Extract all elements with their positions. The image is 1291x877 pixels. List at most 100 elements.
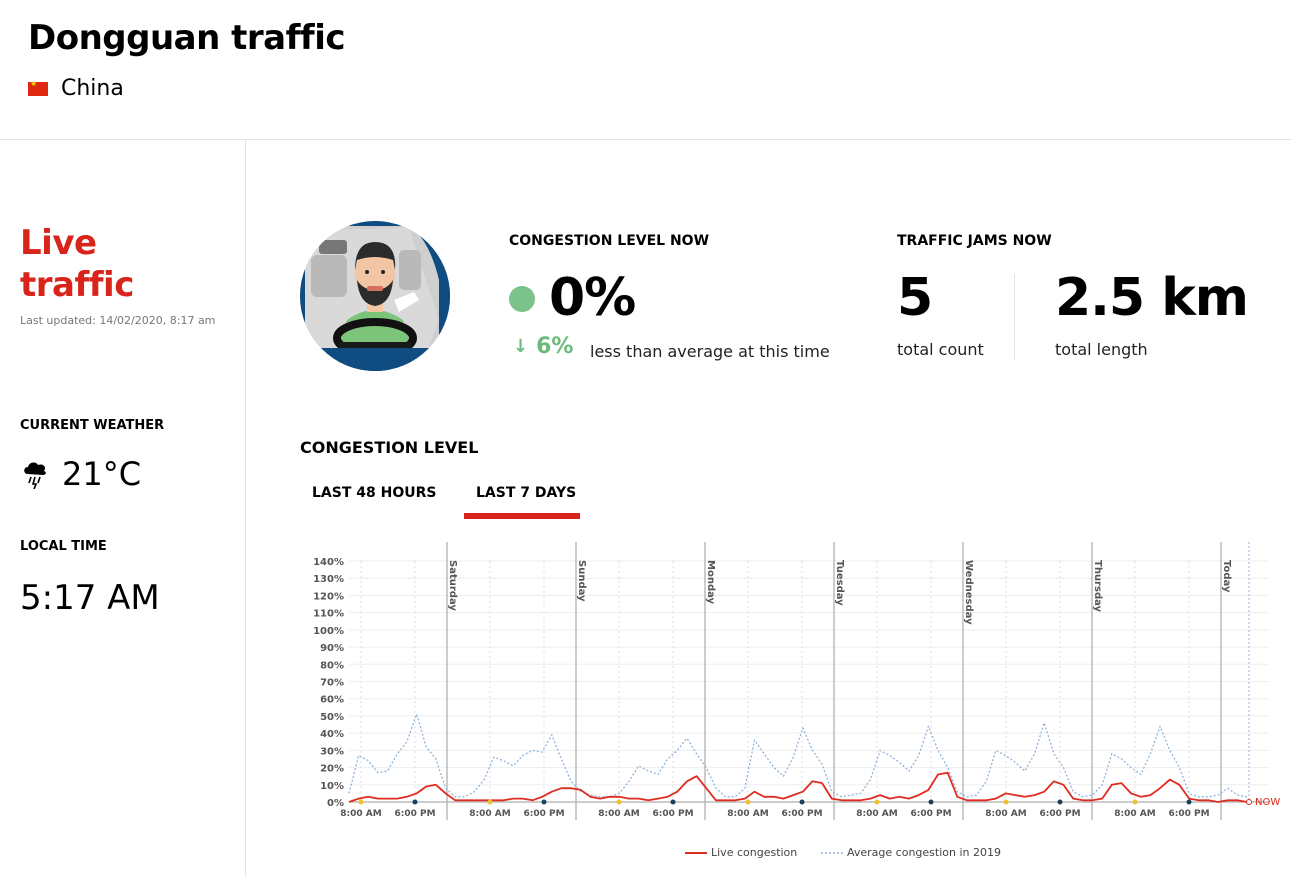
x-tick-label: 6:00 PM (652, 809, 693, 819)
congestion-section-title: CONGESTION LEVEL (300, 438, 479, 457)
thunderstorm-icon (24, 462, 46, 489)
y-tick-label: 0% (327, 798, 344, 809)
y-tick-label: 60% (320, 695, 344, 706)
china-flag-icon (28, 79, 48, 96)
peak-marker (541, 799, 547, 805)
y-tick-label: 10% (320, 781, 344, 792)
peak-marker (487, 799, 493, 805)
weather-widget: 21°C (22, 455, 141, 493)
legend-average: Average congestion in 2019 (821, 846, 1001, 859)
y-tick-label: 120% (313, 591, 344, 602)
day-label: Sunday (576, 560, 587, 602)
peak-marker (928, 799, 934, 805)
legend-average-swatch (821, 851, 843, 854)
jams-length: 2.5 km (1055, 268, 1249, 328)
x-tick-label: 6:00 PM (1039, 809, 1080, 819)
main-content: CONGESTION LEVEL NOW 0% ↓ 6% less than a… (247, 140, 1291, 877)
chart-day-dividers (446, 542, 1250, 820)
now-label: NOW (1255, 797, 1280, 808)
peak-marker (874, 799, 880, 805)
page-title: Dongguan traffic (28, 18, 346, 58)
chart-series (348, 713, 1252, 805)
metrics-divider (1014, 274, 1015, 360)
day-label: Monday (705, 560, 716, 605)
x-tick-label: 8:00 AM (1114, 809, 1155, 819)
y-tick-label: 80% (320, 660, 344, 671)
x-tick-label: 8:00 AM (856, 809, 897, 819)
arrow-down-icon: ↓ (513, 336, 529, 357)
chart-labels: 0% 10% 20% 30% 40% 50% 60% 70% 80% 90% 100% 110% 120… (313, 557, 1280, 819)
day-label: Today (1221, 560, 1232, 593)
x-tick-label: 6:00 PM (781, 809, 822, 819)
peak-marker (1003, 799, 1009, 805)
peak-marker (670, 799, 676, 805)
sidebar: Live traffic Last updated: 14/02/2020, 8… (0, 140, 246, 877)
x-tick-label: 8:00 AM (985, 809, 1026, 819)
congestion-delta: ↓ 6% (513, 334, 573, 359)
peak-marker (358, 799, 364, 805)
local-time: 5:17 AM (20, 578, 160, 618)
x-tick-label: 8:00 AM (727, 809, 768, 819)
y-tick-label: 110% (313, 609, 344, 620)
live-title-line2: traffic (20, 265, 134, 305)
day-label: Tuesday (834, 560, 845, 606)
y-tick-label: 100% (313, 626, 344, 637)
y-tick-label: 50% (320, 712, 344, 723)
day-label: Saturday (447, 560, 458, 611)
chart-grid (349, 560, 1269, 803)
country-label: China (28, 76, 124, 101)
jams-count-label: total count (897, 340, 984, 359)
active-tab-indicator (464, 513, 580, 519)
peak-marker (745, 799, 751, 805)
x-tick-label: 8:00 AM (598, 809, 639, 819)
legend-live-swatch (685, 851, 707, 854)
temperature: 21°C (62, 455, 142, 493)
peak-marker (616, 799, 622, 805)
y-tick-label: 90% (320, 643, 344, 654)
x-tick-label: 6:00 PM (1168, 809, 1209, 819)
day-label: Thursday (1092, 560, 1103, 613)
driver-illustration (300, 221, 450, 371)
day-label: Wednesday (963, 560, 974, 625)
y-tick-label: 70% (320, 678, 344, 689)
page-header: Dongguan traffic China (0, 0, 1291, 140)
congestion-delta-value: 6% (536, 334, 574, 359)
congestion-chart: 0% 10% 20% 30% 40% 50% 60% 70% 80% 90% 100% 110% 120… (313, 542, 1280, 820)
y-tick-label: 30% (320, 746, 344, 757)
peak-marker (1057, 799, 1063, 805)
legend-live-label: Live congestion (711, 846, 798, 859)
peak-marker (1132, 799, 1138, 805)
y-tick-label: 140% (313, 557, 344, 568)
live-congestion-line (348, 771, 1248, 803)
legend-average-label: Average congestion in 2019 (847, 846, 1001, 859)
congestion-now-value: 0% (549, 268, 636, 328)
traffic-jams-label: TRAFFIC JAMS NOW (897, 233, 1052, 249)
jams-count: 5 (897, 268, 933, 328)
average-congestion-line (348, 713, 1248, 798)
x-tick-label: 8:00 AM (469, 809, 510, 819)
y-tick-label: 40% (320, 729, 344, 740)
peak-marker (799, 799, 805, 805)
x-tick-label: 6:00 PM (523, 809, 564, 819)
last-updated: Last updated: 14/02/2020, 8:17 am (20, 314, 216, 327)
y-tick-label: 130% (313, 574, 344, 585)
local-time-heading: LOCAL TIME (20, 539, 107, 554)
live-traffic-title: Live traffic (20, 222, 134, 306)
congestion-status-dot (509, 286, 535, 312)
congestion-now-label: CONGESTION LEVEL NOW (509, 233, 710, 249)
weather-heading: CURRENT WEATHER (20, 418, 165, 433)
x-tick-label: 6:00 PM (910, 809, 951, 819)
live-title-line1: Live (20, 223, 97, 263)
legend-live: Live congestion (685, 846, 797, 859)
x-tick-label: 8:00 AM (340, 809, 381, 819)
x-tick-label: 6:00 PM (394, 809, 435, 819)
tab-last-48-hours[interactable]: LAST 48 HOURS (312, 485, 437, 501)
peak-marker (412, 799, 418, 805)
tab-last-7-days[interactable]: LAST 7 DAYS (476, 485, 577, 501)
now-point (1246, 799, 1252, 805)
y-tick-label: 20% (320, 764, 344, 775)
peak-marker (1186, 799, 1192, 805)
congestion-delta-text: less than average at this time (590, 342, 830, 361)
chart-peak-markers (358, 799, 1192, 805)
jams-length-label: total length (1055, 340, 1148, 359)
